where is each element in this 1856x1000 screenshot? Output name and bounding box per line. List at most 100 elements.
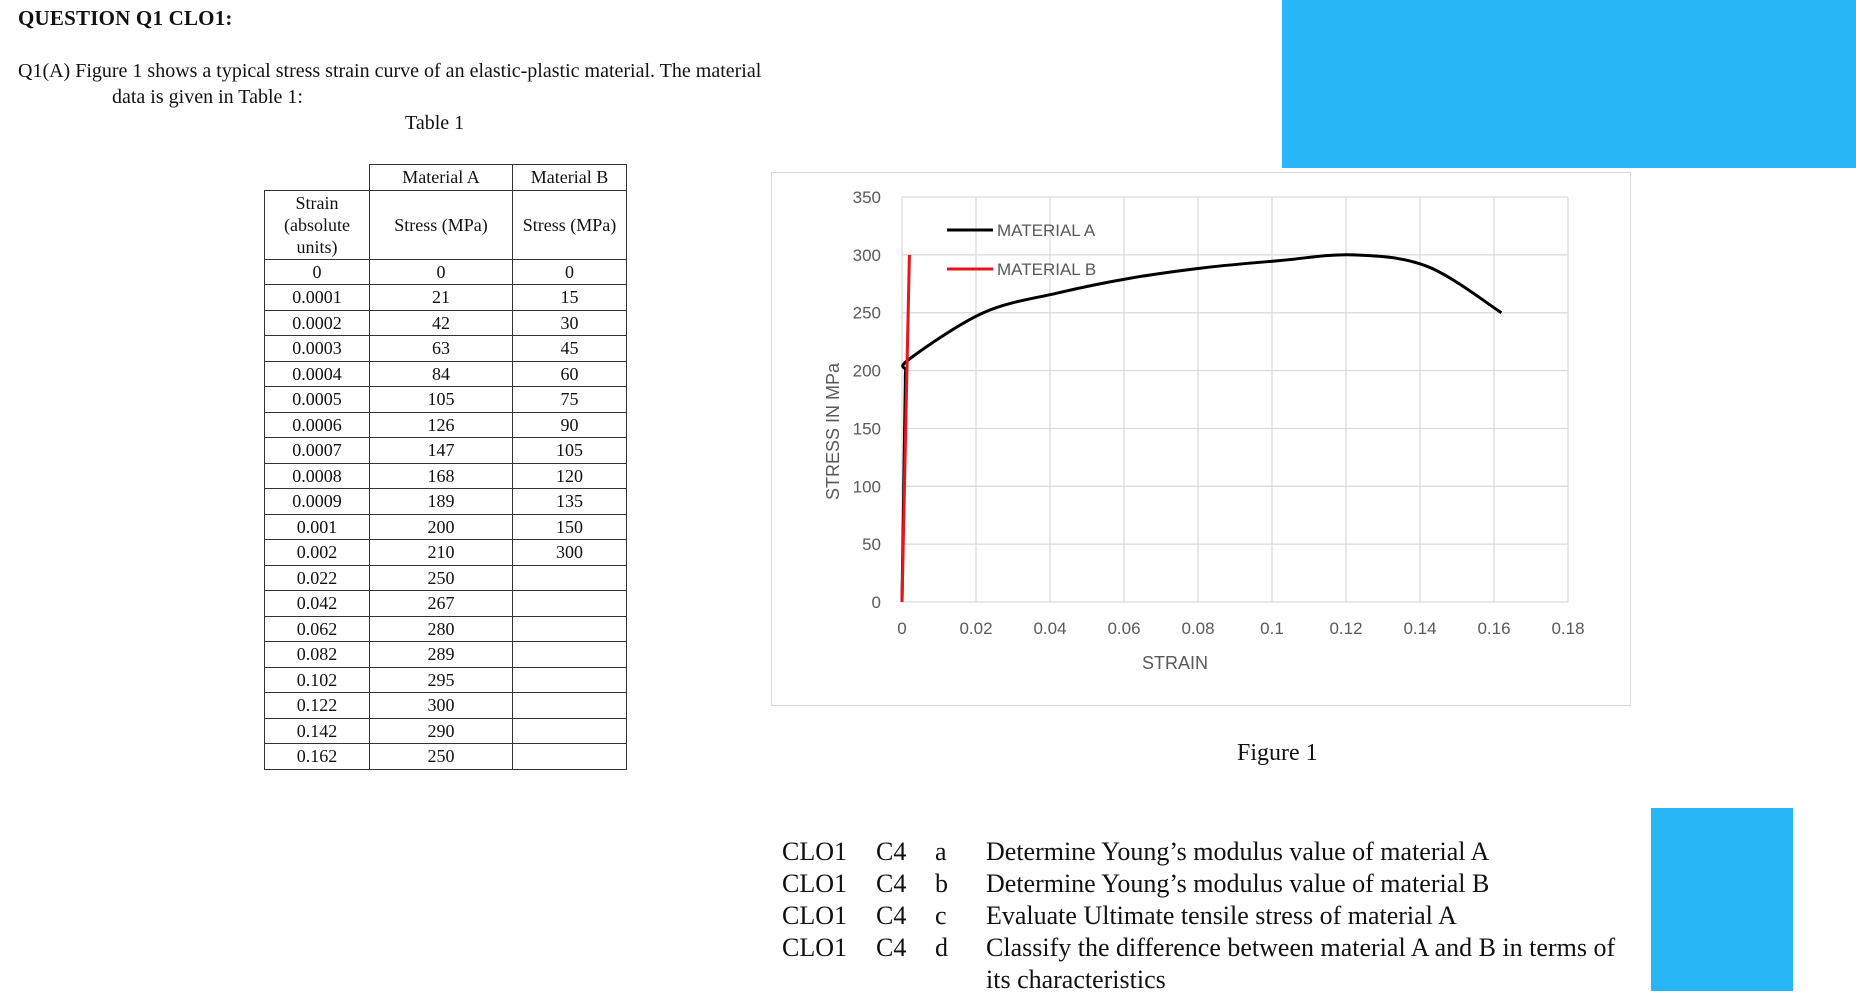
table-row: 0.0001 21 15 [264, 284, 627, 311]
legend-label: MATERIAL B [997, 260, 1096, 279]
blue-redaction-box-bottom [1651, 808, 1793, 991]
table-corner-cell [264, 164, 370, 191]
clo-item-text: Evaluate Ultimate tensile stress of mate… [986, 901, 1457, 930]
table-cell: 135 [512, 488, 627, 515]
table-cell: 200 [369, 513, 513, 540]
clo-item-text: Classify the difference between material… [986, 933, 1616, 962]
clo-level: C4 [876, 869, 907, 898]
table-row: 0.162 250 [264, 743, 627, 770]
table-row: 0.0002 42 30 [264, 309, 627, 336]
table-cell: 0.022 [264, 564, 370, 591]
table-cell: 84 [369, 360, 513, 387]
table-cell: 289 [369, 641, 513, 668]
x-tick-label: 0.04 [1033, 619, 1066, 638]
x-tick-label: 0.16 [1477, 619, 1510, 638]
clo-letter: d [935, 933, 948, 962]
y-tick-label: 300 [853, 246, 881, 265]
table-cell [512, 615, 627, 642]
x-tick-label: 0 [897, 619, 906, 638]
clo-letter: b [935, 869, 948, 898]
table-row: 0.142 290 [264, 717, 627, 744]
y-tick-label: 250 [853, 304, 881, 323]
series-line-material-b [900, 254, 911, 603]
table-cell: 0.0002 [264, 309, 370, 336]
table-cell: 120 [512, 462, 627, 489]
table-column-header: Stress (MPa) [369, 189, 513, 260]
clo-id: CLO1 [782, 869, 847, 898]
question-heading: QUESTION Q1 CLO1: [18, 6, 233, 30]
table-cell: 63 [369, 335, 513, 362]
x-tick-label: 0.06 [1107, 619, 1140, 638]
intro-line-1: Q1(A) Figure 1 shows a typical stress st… [18, 60, 762, 82]
table-cell: 105 [369, 386, 513, 413]
clo-item-text: Determine Young’s modulus value of mater… [986, 837, 1490, 866]
table-row: 0.122 300 [264, 692, 627, 719]
table-cell: 210 [369, 539, 513, 566]
intro-line-2: data is given in Table 1: [112, 86, 303, 108]
table-row: 0.062 280 [264, 615, 627, 642]
clo-letter: c [935, 901, 947, 930]
table-cell: 0.062 [264, 615, 370, 642]
y-tick-label: 150 [853, 419, 881, 438]
y-tick-label: 350 [853, 188, 881, 207]
table-cell [512, 717, 627, 744]
table-top-header-row: Material A Material B [264, 164, 627, 191]
blue-redaction-box-top [1282, 0, 1856, 168]
x-tick-label: 0.14 [1403, 619, 1436, 638]
x-tick-label: 0.18 [1551, 619, 1584, 638]
table-cell: 0.102 [264, 666, 370, 693]
table-row: 0.042 267 [264, 590, 627, 617]
table-cell: 0.0006 [264, 411, 370, 438]
table-row: 0.0005 105 75 [264, 386, 627, 413]
table-cell: 45 [512, 335, 627, 362]
table-cell: 0.042 [264, 590, 370, 617]
table-row: 0.0004 84 60 [264, 360, 627, 387]
table-cell: 90 [512, 411, 627, 438]
table-row: 0.0006 126 90 [264, 411, 627, 438]
table-cell: 295 [369, 666, 513, 693]
table-cell [512, 666, 627, 693]
table-cell: 150 [512, 513, 627, 540]
table-row: 0.0007 147 105 [264, 437, 627, 464]
table-row: 0.082 289 [264, 641, 627, 668]
table-cell [512, 590, 627, 617]
clo-letter: a [935, 837, 947, 866]
table-row: 0.0003 63 45 [264, 335, 627, 362]
clo-id: CLO1 [782, 901, 847, 930]
table-column-header: Strain (absolute units) [264, 189, 370, 260]
table-cell: 0.0001 [264, 284, 370, 311]
table-cell: 250 [369, 564, 513, 591]
table-cell: 189 [369, 488, 513, 515]
x-tick-label: 0.08 [1181, 619, 1214, 638]
table-row: 0.102 295 [264, 666, 627, 693]
table-cell: 0.0009 [264, 488, 370, 515]
table-cell [512, 641, 627, 668]
table-row: 0.001 200 150 [264, 513, 627, 540]
table-row: 0.002 210 300 [264, 539, 627, 566]
clo-id: CLO1 [782, 837, 847, 866]
clo-level: C4 [876, 837, 907, 866]
table-row: 0.0008 168 120 [264, 462, 627, 489]
table-cell: 105 [512, 437, 627, 464]
clo-level: C4 [876, 933, 907, 962]
table-cell: 168 [369, 462, 513, 489]
table-cell: 0.142 [264, 717, 370, 744]
table-cell: 0.0008 [264, 462, 370, 489]
y-tick-label: 200 [853, 362, 881, 381]
table-cell: 147 [369, 437, 513, 464]
table-cell: 290 [369, 717, 513, 744]
table-cell: 280 [369, 615, 513, 642]
stress-strain-chart: 0 50 100 150 200 250 300 350 0 0.02 0.04 0.06 0.08 0.… [823, 188, 1585, 673]
table-cell: 0.0004 [264, 360, 370, 387]
material-data-table: Material A Material B Strain (absolute uni… [264, 164, 627, 770]
table-column-header-row: Strain (absolute units) Stress (MPa) Stres… [264, 189, 627, 260]
table-material-header: Material B [512, 164, 627, 191]
x-axis-title: STRAIN [1142, 653, 1208, 673]
y-axis-title: STRESS IN MPa [823, 362, 843, 500]
chart-frame [771, 172, 1631, 706]
table-cell [512, 692, 627, 719]
table-cell: 60 [512, 360, 627, 387]
table-cell: 42 [369, 309, 513, 336]
table-cell: 0.001 [264, 513, 370, 540]
